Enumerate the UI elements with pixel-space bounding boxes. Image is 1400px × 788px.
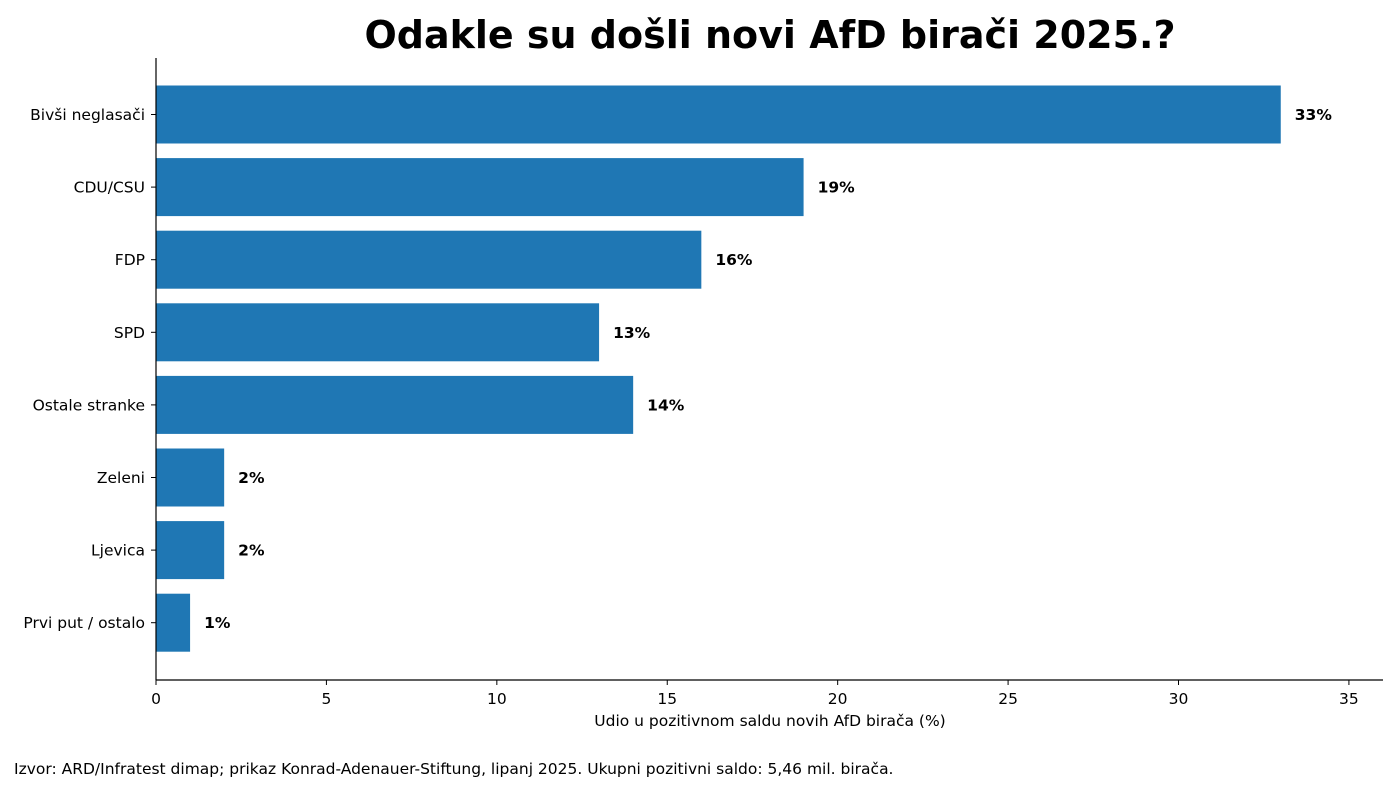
- bar: [156, 303, 600, 362]
- bar: [156, 448, 225, 507]
- y-tick-label: SPD: [114, 324, 145, 342]
- x-tick-label: 15: [657, 690, 677, 708]
- bar-value-label: 2%: [238, 542, 265, 560]
- y-tick-label: Ljevica: [91, 542, 145, 560]
- bars-group: [156, 85, 1281, 652]
- x-tick-label: 0: [151, 690, 161, 708]
- x-tick-label: 10: [487, 690, 507, 708]
- y-tick-label: Prvi put / ostalo: [23, 614, 145, 632]
- x-tick-label: 5: [321, 690, 331, 708]
- x-tick-label: 20: [828, 690, 848, 708]
- bar-value-label: 33%: [1295, 106, 1333, 124]
- bar: [156, 593, 191, 652]
- chart-title: Odakle su došli novi AfD birači 2025.?: [364, 13, 1175, 57]
- bar-value-label: 14%: [647, 396, 685, 414]
- bar: [156, 521, 225, 580]
- x-axis-label: Udio u pozitivnom saldu novih AfD birača…: [594, 712, 945, 730]
- y-tick-label: Zeleni: [97, 469, 145, 487]
- y-tick-label: Ostale stranke: [33, 396, 145, 414]
- bar-value-label: 1%: [204, 614, 231, 632]
- bar: [156, 85, 1281, 144]
- bar-value-label: 2%: [238, 469, 265, 487]
- source-note: Izvor: ARD/Infratest dimap; prikaz Konra…: [14, 760, 894, 778]
- y-tick-label: FDP: [115, 251, 145, 269]
- x-tick-label: 30: [1169, 690, 1189, 708]
- y-axis: Bivši neglasači CDU/CSU FDP SPD Ostale stran…: [23, 58, 157, 680]
- bar-value-label: 19%: [818, 179, 856, 197]
- x-tick-label: 25: [998, 690, 1018, 708]
- bar: [156, 375, 634, 434]
- bar-value-label: 13%: [613, 324, 651, 342]
- bar: [156, 230, 702, 289]
- x-tick-label: 35: [1339, 690, 1359, 708]
- x-axis: 0 5 10 15 20 25 30 35: [151, 679, 1383, 708]
- value-labels-group: 33% 19% 16% 13% 14% 2% 2% 1%: [204, 106, 1332, 632]
- bar-value-label: 16%: [715, 251, 753, 269]
- y-tick-label: Bivši neglasači: [30, 106, 145, 124]
- bar: [156, 158, 804, 217]
- y-tick-label: CDU/CSU: [74, 179, 145, 197]
